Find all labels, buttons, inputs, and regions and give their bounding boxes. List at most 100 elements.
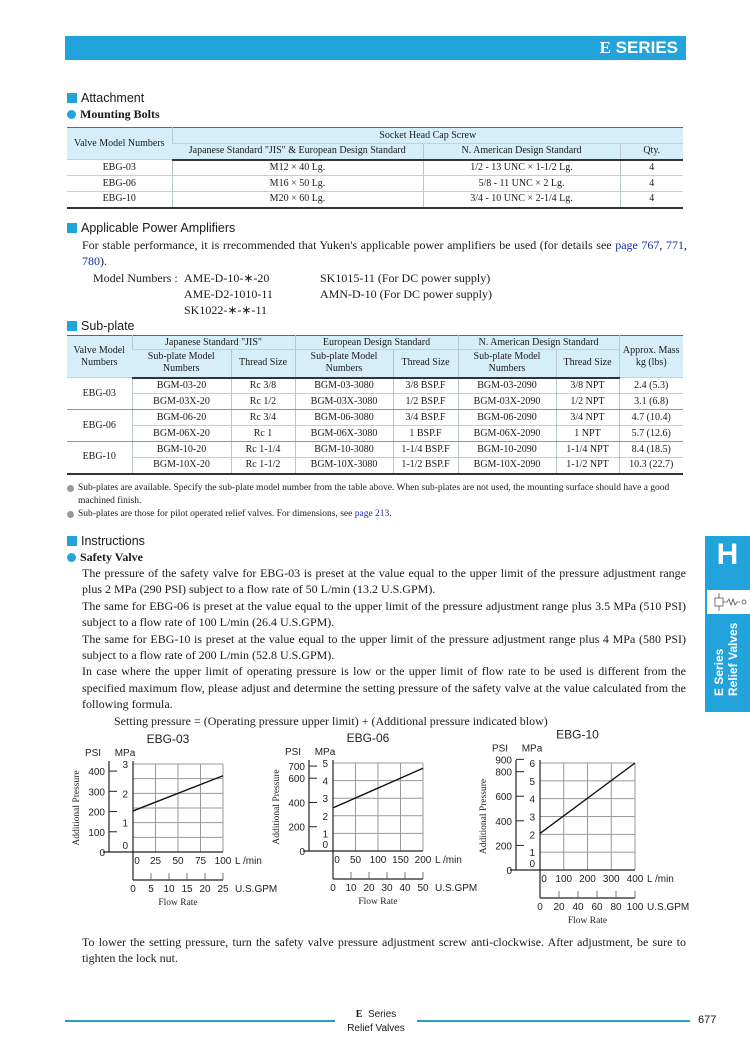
series-logo: E bbox=[599, 38, 611, 57]
square-bullet-icon bbox=[67, 536, 77, 546]
col-jis: Japanese Standard "JIS" bbox=[131, 335, 295, 350]
gray-bullet-icon bbox=[67, 485, 74, 492]
model-numbers-label: Model Numbers : bbox=[93, 271, 178, 285]
model-number: AMN-D-10 (For DC power supply) bbox=[320, 287, 492, 301]
cell: M20 × 60 Lg. bbox=[171, 191, 423, 208]
x-tick-label-gpm: 10 bbox=[345, 883, 357, 894]
cell: 1-1/2 BSP.F bbox=[392, 457, 458, 474]
cell: M16 × 50 Lg. bbox=[171, 175, 423, 192]
y-tick-label-mpa: 4 bbox=[322, 777, 328, 788]
subplate-note-1: Sub-plates are available. Specify the su… bbox=[67, 482, 677, 507]
note-text: . bbox=[389, 509, 392, 519]
table-row: EBG-06 M16 × 50 Lg. 5/8 - 11 UNC × 2 Lg. 4 bbox=[67, 175, 683, 192]
table-row: EBG-06 BGM-06-20 Rc 3/4 BGM-06-3080 3/4 BSP.… bbox=[67, 409, 683, 442]
x-unit-lmin: L /min bbox=[435, 855, 462, 866]
y-axis-title: Additional Pressure bbox=[72, 770, 82, 845]
cell: 4 bbox=[619, 191, 683, 208]
x-axis-title: Flow Rate bbox=[158, 898, 197, 908]
cell: 5.7 (12.6) bbox=[618, 425, 683, 442]
col-valve-model: Valve Model Numbers bbox=[67, 127, 172, 160]
paragraph: The same for EBG-06 is preset at the val… bbox=[82, 598, 686, 630]
cell: 1/2 NPT bbox=[555, 393, 619, 410]
y-tick-label-mpa: 0 bbox=[122, 841, 128, 852]
x-tick-label-gpm: 25 bbox=[217, 884, 229, 895]
subplate-heading: Sub-plate bbox=[67, 319, 135, 333]
model-number: AME-D2-1010-11 bbox=[184, 287, 273, 301]
col-model: Sub-plate Model Numbers bbox=[132, 349, 231, 379]
link-page-780[interactable]: 780 bbox=[82, 254, 100, 268]
paragraph: The pressure of the safety valve for EBG… bbox=[82, 566, 686, 597]
models-left: AME-D-10-∗-20 AME-D2-1010-11 SK1022-∗-∗-… bbox=[184, 270, 273, 318]
cell: 1-1/4 NPT bbox=[555, 441, 619, 458]
cell: 1/2 BSP.F bbox=[392, 393, 458, 410]
cell: BGM-06-20 bbox=[131, 409, 231, 426]
instructions-heading: Instructions bbox=[67, 534, 145, 548]
cell: 2.4 (5.3) bbox=[618, 377, 683, 394]
x-tick-label-gpm: 0 bbox=[330, 883, 336, 894]
link-page-771[interactable]: 771 bbox=[666, 238, 685, 252]
y-tick-label-mpa: 3 bbox=[122, 760, 128, 771]
side-index-tab[interactable] bbox=[705, 536, 750, 712]
y-tick-label-psi: 200 bbox=[495, 841, 512, 852]
cell: 3/8 NPT bbox=[555, 377, 619, 394]
chart-title: EBG-10 bbox=[556, 727, 599, 741]
cell: EBG-06 bbox=[67, 175, 172, 192]
square-bullet-icon bbox=[67, 93, 77, 103]
footer-rule-left bbox=[65, 1020, 335, 1022]
mounting-bolts-heading: Mounting Bolts bbox=[67, 107, 160, 121]
cell: 5/8 - 11 UNC × 2 Lg. bbox=[422, 175, 620, 192]
cell: EBG-03 bbox=[67, 159, 172, 176]
x-unit-lmin: L /min bbox=[647, 874, 674, 885]
x-tick-label-lmin: 0 bbox=[541, 874, 547, 885]
x-unit-gpm: U.S.GPM bbox=[435, 883, 477, 894]
cell: BGM-03X-3080 bbox=[294, 393, 393, 410]
x-axis-title: Flow Rate bbox=[358, 897, 397, 907]
cell: M12 × 40 Lg. bbox=[171, 159, 423, 176]
cell: BGM-03-2090 bbox=[457, 377, 556, 394]
y-tick-label-psi: 400 bbox=[288, 798, 305, 809]
cell: BGM-10X-20 bbox=[131, 457, 231, 474]
cell: 10.3 (22.7) bbox=[618, 457, 683, 474]
cell: Rc 1/2 bbox=[230, 393, 295, 410]
cell: 3/4 - 10 UNC × 2-1/4 Lg. bbox=[422, 191, 620, 208]
model-number: SK1022-∗-∗-11 bbox=[184, 303, 267, 317]
series-line bbox=[332, 767, 424, 809]
col-valve-model: Valve Model Numbers bbox=[67, 335, 132, 378]
model-number: AME-D-10-∗-20 bbox=[184, 271, 270, 285]
link-page-767[interactable]: page 767 bbox=[615, 238, 660, 252]
square-bullet-icon bbox=[67, 223, 77, 233]
table-row: BGM-06X-20 Rc 1 BGM-06X-3080 1 BSP.F BGM-06X… bbox=[67, 425, 683, 442]
instructions-body: The pressure of the safety valve for EBG… bbox=[82, 565, 686, 729]
cell: BGM-06X-2090 bbox=[457, 425, 556, 442]
x-tick-label-gpm: 100 bbox=[627, 902, 644, 913]
valve-model-cell: EBG-03 bbox=[67, 377, 132, 410]
square-bullet-icon bbox=[67, 321, 77, 331]
y-tick-label-psi: 700 bbox=[288, 762, 305, 773]
y-tick-label-psi: 200 bbox=[88, 808, 105, 819]
relief-valve-symbol-icon bbox=[707, 590, 750, 614]
x-tick-label-lmin: 50 bbox=[350, 855, 362, 866]
valve-model-cell: EBG-10 bbox=[67, 441, 132, 474]
y-tick-label-psi: 600 bbox=[495, 792, 512, 803]
chart-title: EBG-06 bbox=[347, 731, 390, 745]
mounting-bolts-title: Mounting Bolts bbox=[80, 107, 160, 121]
x-tick-label-gpm: 20 bbox=[363, 883, 375, 894]
cell: 3/8 BSP.F bbox=[392, 377, 458, 394]
cell: BGM-10-20 bbox=[131, 441, 231, 458]
cell: 4 bbox=[619, 175, 683, 192]
gray-bullet-icon bbox=[67, 511, 74, 518]
cell: 3/4 BSP.F bbox=[392, 409, 458, 426]
cell: 1 NPT bbox=[555, 425, 619, 442]
amplifiers-text: For stable performance, it is rrecommend… bbox=[82, 237, 687, 269]
y-tick-label-psi: 100 bbox=[88, 828, 105, 839]
x-tick-label-gpm: 40 bbox=[399, 883, 411, 894]
y-tick-label-mpa: 2 bbox=[322, 812, 328, 823]
link-page-213[interactable]: page 213 bbox=[354, 509, 390, 519]
table-row: BGM-10X-20 Rc 1-1/2 BGM-10X-3080 1-1/2 BSP.… bbox=[67, 457, 683, 474]
cell: 1-1/2 NPT bbox=[555, 457, 619, 474]
series-line bbox=[539, 762, 636, 835]
x-tick-label-gpm: 0 bbox=[130, 884, 136, 895]
cell: BGM-06X-20 bbox=[131, 425, 231, 442]
cell: Rc 1 bbox=[230, 425, 295, 442]
